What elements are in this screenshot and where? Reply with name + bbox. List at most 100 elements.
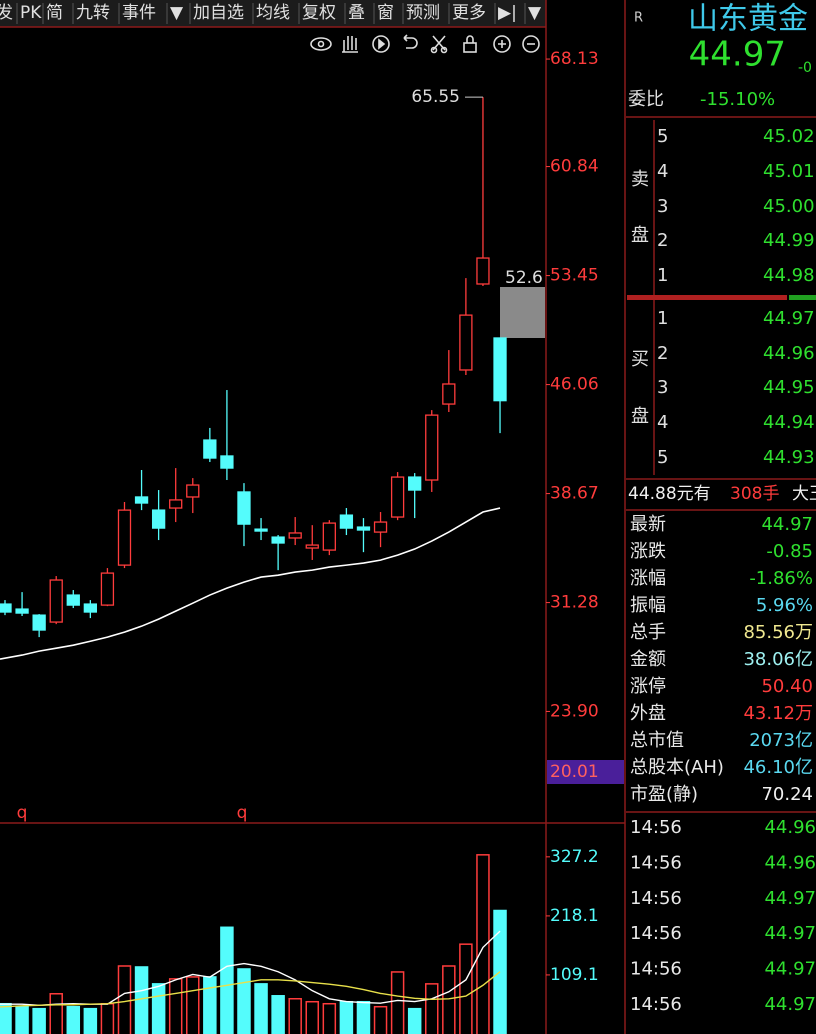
trade-time: 14:56 (630, 923, 682, 944)
trade-price: 44.96 (764, 817, 816, 838)
volume-bar (356, 1000, 371, 1034)
trade-price: 44.97 (764, 994, 816, 1015)
book-price: 45.00 (763, 196, 815, 217)
toolbar-button[interactable]: PK (20, 3, 42, 23)
book-price: 44.96 (763, 343, 815, 364)
toolbar-button[interactable]: 预测 (406, 3, 440, 23)
volume-bar (168, 978, 183, 1034)
volume-bar (459, 943, 473, 1034)
candle-body (66, 594, 80, 606)
book-price: 44.94 (763, 412, 815, 433)
toolbar-button[interactable]: 窗 (377, 3, 394, 23)
last-trade-amount: 44.88元有 (628, 484, 711, 504)
volume-bar (66, 1005, 81, 1034)
market-tag: R (634, 11, 643, 26)
candle-body (0, 603, 12, 613)
icon-row (310, 34, 540, 54)
book-side-label: 盘 (631, 406, 649, 427)
volume-bar (271, 995, 285, 1034)
candle-body (288, 532, 302, 539)
sell-bar (627, 295, 787, 300)
candle-body (373, 521, 388, 533)
zoom-out-icon[interactable] (522, 35, 540, 53)
play-icon[interactable] (372, 35, 390, 53)
event-marker[interactable]: q (237, 803, 248, 823)
event-marker[interactable]: q (17, 803, 28, 823)
candle-body (408, 476, 422, 491)
volume-bar (117, 965, 132, 1034)
book-side-label: 买 (631, 349, 649, 370)
zoom-in-icon[interactable] (493, 35, 511, 53)
book-level: 2 (657, 343, 668, 364)
book-price: 44.93 (763, 447, 815, 468)
book-level: 2 (657, 230, 668, 251)
toolbar-button[interactable]: 发 (0, 3, 13, 23)
low-marker-label: 20.01 (550, 762, 599, 782)
eye-pupil (317, 40, 325, 48)
volume-bar (186, 976, 200, 1034)
toolbar-button[interactable]: 均线 (256, 3, 290, 23)
stat-label: 总市值 (630, 730, 684, 751)
volume-bar (15, 1005, 29, 1034)
order-ratio-label: 委比 (628, 89, 664, 110)
toolbar-button[interactable]: 叠 (348, 3, 365, 23)
y-tick-label: 68.13 (550, 49, 599, 69)
y-tick-label: 46.06 (550, 375, 599, 395)
toolbar-button[interactable]: 简 (46, 3, 63, 23)
candle-body (237, 491, 251, 525)
candle-body (254, 528, 268, 532)
stat-value: 70.24 (761, 784, 813, 805)
buy-bar (789, 295, 816, 300)
stock-price: 44.97 (689, 35, 786, 75)
volume-bar (220, 926, 234, 1034)
undo-icon[interactable] (403, 34, 418, 49)
toolbar-button[interactable]: 复权 (302, 3, 336, 23)
scissors-ring (430, 46, 438, 54)
y-tick-label: 31.28 (550, 593, 599, 613)
toolbar-button[interactable]: ▼ (528, 3, 542, 23)
hand-icon[interactable] (342, 36, 358, 53)
volume-bar (407, 1007, 422, 1034)
stat-value: 2073亿 (749, 730, 813, 751)
trade-price: 44.97 (764, 923, 816, 944)
candle-body (83, 603, 97, 613)
volume-bar (425, 983, 439, 1034)
volume-bar (373, 1005, 388, 1034)
candle-body (271, 536, 285, 544)
scissors-ring (440, 46, 448, 54)
ma-line (0, 507, 501, 660)
y-tick-label: 109.1 (550, 965, 599, 985)
lock-icon[interactable] (463, 42, 477, 53)
trade-time: 14:56 (630, 852, 682, 873)
toolbar-button[interactable]: 加自选 (193, 3, 244, 23)
candle-body (339, 514, 354, 529)
toolbar-button[interactable]: 更多 (452, 3, 486, 23)
stat-label: 涨停 (630, 676, 666, 697)
stat-value: 5.96% (756, 595, 813, 616)
book-level: 5 (657, 126, 668, 147)
last-trade-volume: 308手 (730, 484, 779, 504)
stock-change: -0 (798, 60, 812, 76)
volume-bar (32, 1007, 46, 1034)
candle-body (442, 383, 456, 405)
volume-bar (390, 971, 405, 1034)
volume-bar (322, 1002, 337, 1034)
volume-bar (203, 976, 217, 1034)
high-label: 65.55 (411, 87, 460, 107)
book-level: 4 (657, 161, 668, 182)
candle-body (49, 579, 63, 623)
eye-icon[interactable] (310, 37, 332, 51)
toolbar-button[interactable]: 事件 (122, 3, 156, 23)
price-label: 52.6 (505, 268, 543, 288)
trade-time: 14:56 (630, 817, 682, 838)
volume-bar (100, 1002, 115, 1034)
candle-body (186, 484, 200, 498)
toolbar-button[interactable]: ▼ (170, 3, 184, 23)
book-price: 44.95 (763, 377, 815, 398)
toolbar-button[interactable]: ▶| (498, 3, 517, 23)
toolbar-button[interactable]: 九转 (76, 3, 110, 23)
candle-body (356, 526, 371, 531)
lock-shackle (466, 35, 474, 43)
volume-bar (237, 968, 251, 1034)
